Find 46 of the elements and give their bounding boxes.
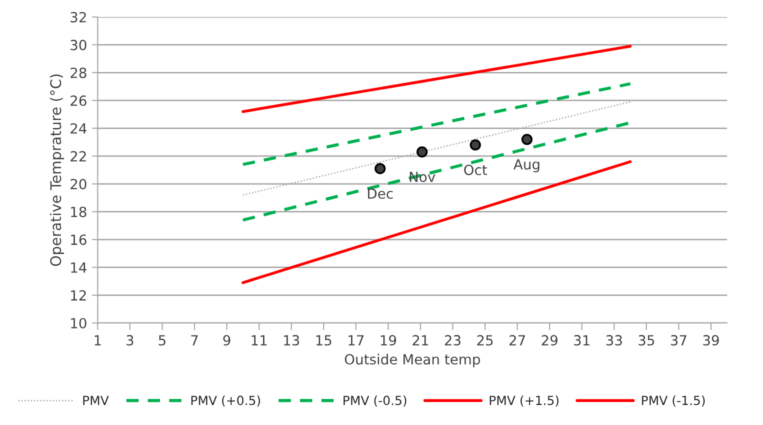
x-tick-label: 19 <box>380 335 396 346</box>
x-tick-label: 23 <box>444 335 460 346</box>
x-tick-label: 25 <box>477 335 493 346</box>
x-tick-label: 17 <box>348 335 364 346</box>
y-tick-label: 26 <box>70 95 86 106</box>
x-tick-label: 9 <box>223 335 230 346</box>
x-axis-title: Outside Mean temp <box>344 354 480 368</box>
x-tick-label: 7 <box>191 335 198 346</box>
x-tick-label: 3 <box>126 335 134 346</box>
annotation: Oct <box>464 164 488 176</box>
point <box>374 163 386 174</box>
legend-label: PMV (-1.5) <box>642 395 705 407</box>
x-tick-label: 35 <box>638 335 654 346</box>
y-tick-label: 24 <box>70 123 86 134</box>
y-axis-title: Operative Temprature (°C) <box>50 74 64 266</box>
y-tick-label: 28 <box>70 68 86 78</box>
y-tick-label: 32 <box>70 12 86 22</box>
y-tick-label: 30 <box>70 40 86 50</box>
y-tick-label: 12 <box>71 290 86 300</box>
y-tick-label: 16 <box>71 234 86 246</box>
point <box>470 139 481 151</box>
x-tick-label: 5 <box>158 335 166 346</box>
y-tick-label: 22 <box>70 151 86 162</box>
x-tick-label: 13 <box>284 335 300 346</box>
x-tick-label: 37 <box>670 335 686 346</box>
x-tick-label: 27 <box>509 335 525 346</box>
x-tick-label: 39 <box>703 335 719 346</box>
point <box>416 146 428 158</box>
y-tick-label: 18 <box>71 206 86 218</box>
x-tick-label: 1 <box>94 335 101 346</box>
legend-label: PMV (+0.5) <box>191 395 260 407</box>
annotation: Dec <box>368 188 393 199</box>
legend-label: PMV (+1.5) <box>490 395 558 407</box>
point <box>521 134 533 145</box>
x-tick-label: 21 <box>412 335 428 346</box>
x-tick-label: 33 <box>606 335 622 346</box>
y-tick-label: 14 <box>71 262 86 273</box>
x-tick-label: 11 <box>252 335 267 346</box>
legend-label: PMV <box>83 396 109 405</box>
annotation: Aug <box>514 159 540 172</box>
y-tick-label: 20 <box>70 178 86 190</box>
legend-label: PMV (-0.5) <box>344 395 406 407</box>
x-tick-label: 31 <box>574 335 590 346</box>
y-tick-label: 10 <box>71 318 86 328</box>
x-tick-label: 15 <box>316 335 332 346</box>
x-tick-label: 29 <box>542 335 558 346</box>
